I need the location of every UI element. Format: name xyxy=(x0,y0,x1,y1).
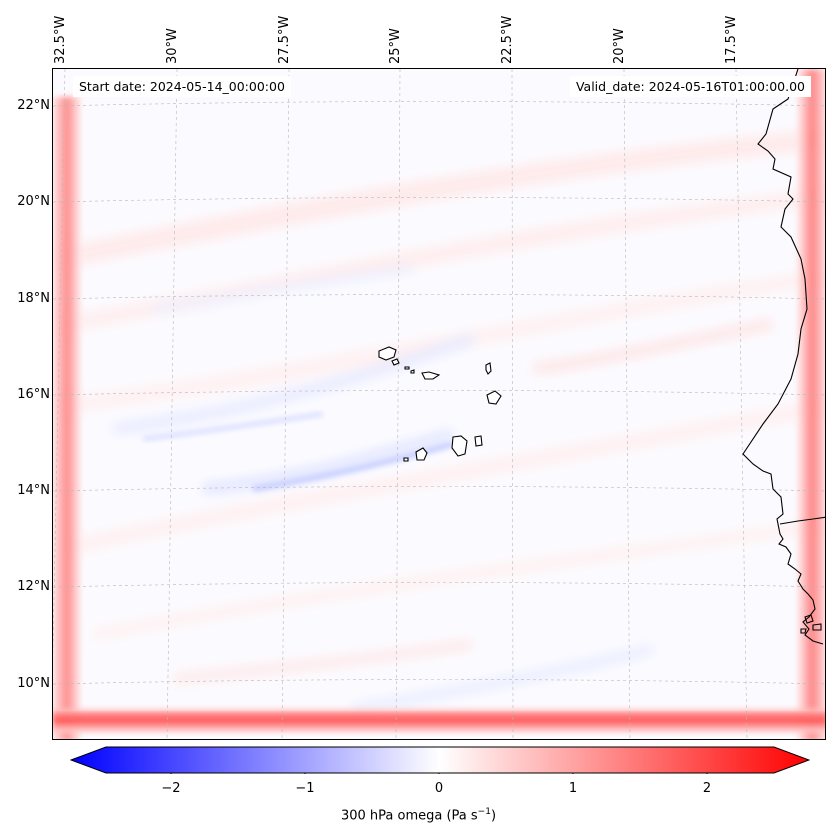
valid-date-label: Valid_date: 2024-05-16T01:00:00.00 xyxy=(569,76,811,97)
colorbar-tick-neg2: −2 xyxy=(161,781,181,796)
lat-label-20n: 20°N xyxy=(17,194,50,209)
lat-label-16n: 16°N xyxy=(17,387,50,402)
omega-field xyxy=(53,129,825,714)
omega-field-map xyxy=(53,69,825,739)
colorbar-tick-2: 2 xyxy=(702,781,712,796)
colorbar-ticks xyxy=(170,773,708,774)
lon-label-30w: 30°W xyxy=(165,28,180,64)
start-date-label: Start date: 2024-05-14_00:00:00 xyxy=(73,76,291,97)
cabo-verde-islands xyxy=(378,346,502,462)
colorbar-tick-0: 0 xyxy=(434,781,444,796)
colorbar-title-exponent: −1 xyxy=(477,807,491,817)
lon-label-25w: 25°W xyxy=(388,28,403,64)
colorbar-title-main: 300 hPa omega (Pa s xyxy=(340,808,478,824)
lon-label-17-5w: 17.5°W xyxy=(724,15,739,64)
lon-label-22-5w: 22.5°W xyxy=(500,15,515,64)
lat-label-12n: 12°N xyxy=(17,579,50,594)
lat-label-10n: 10°N xyxy=(17,676,50,691)
lon-label-20w: 20°W xyxy=(612,28,627,64)
colorbar-tick-1: 1 xyxy=(568,781,578,796)
lat-label-22n: 22°N xyxy=(17,98,50,113)
bissagos-islands xyxy=(800,614,822,634)
lon-label-27-5w: 27.5°W xyxy=(277,15,292,64)
gambia-river xyxy=(779,516,825,525)
graticule xyxy=(53,69,825,739)
lon-label-32-5w: 32.5°W xyxy=(53,15,68,64)
colorbar-title-end: ) xyxy=(490,808,497,824)
colorbar-bar xyxy=(70,746,810,774)
lat-label-18n: 18°N xyxy=(17,291,50,306)
lat-label-14n: 14°N xyxy=(17,483,50,498)
west-africa-coastline xyxy=(742,69,824,645)
colorbar-title: 300 hPa omega (Pa s−1) xyxy=(0,807,837,823)
colorbar xyxy=(70,746,810,774)
boundary-zone xyxy=(53,69,825,739)
map-panel xyxy=(52,68,826,740)
colorbar-tick-neg1: −1 xyxy=(295,781,315,796)
